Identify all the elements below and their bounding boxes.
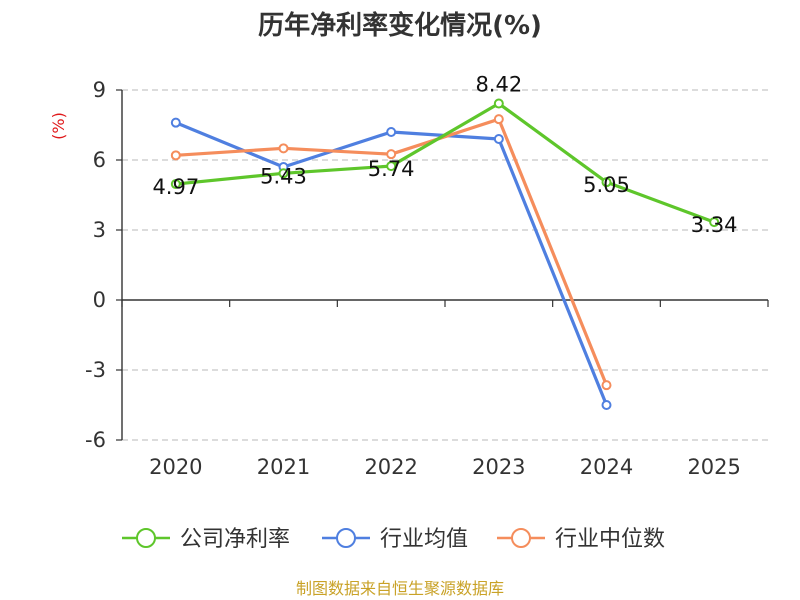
x-tick-label: 2023 [472, 455, 525, 479]
data-point [278, 168, 289, 179]
chart-title: 历年净利率变化情况(%) [258, 10, 542, 41]
data-point [170, 117, 181, 128]
series-company [170, 98, 720, 228]
grid-lines [122, 89, 768, 441]
legend-marker [336, 528, 356, 548]
data-labels: 4.97 5.43 5.74 8.42 5.05 3.34 [152, 73, 737, 238]
y-tick-label: 0 [93, 288, 106, 312]
legend-marker [136, 528, 156, 548]
legend-marker [511, 528, 531, 548]
legend-item-industry_median[interactable]: 行业中位数 [497, 527, 665, 552]
data-point [493, 98, 504, 109]
data-label: 3.34 [691, 213, 738, 237]
legend-item-industry_avg[interactable]: 行业均值 [322, 527, 468, 552]
data-label: 5.43 [260, 164, 307, 188]
series-industry_median [170, 114, 612, 391]
data-label: 5.05 [583, 173, 630, 197]
data-point [386, 149, 397, 160]
axes: 9 6 3 0 -3 -6 2020 2021 2022 2023 2024 2025 [85, 78, 769, 479]
legend-label: 行业中位数 [555, 527, 665, 552]
y-tick-label: -3 [85, 358, 106, 382]
data-point [493, 134, 504, 144]
data-point [601, 380, 612, 391]
y-tick-label: 3 [93, 218, 106, 242]
data-point [170, 179, 181, 190]
x-tick-label: 2024 [580, 455, 633, 479]
x-tick-label: 2022 [364, 455, 417, 479]
data-point [278, 143, 289, 154]
legend-item-company[interactable]: 公司净利率 [122, 527, 290, 552]
series-group [170, 98, 720, 410]
source-note: 制图数据来自恒生聚源数据库 [296, 579, 504, 598]
legend-label: 行业均值 [380, 527, 468, 552]
legend[interactable]: 公司净利率 行业均值 行业中位数 [122, 527, 665, 552]
data-point [601, 400, 612, 410]
x-tick-label: 2021 [257, 455, 310, 479]
x-tick-label: 2025 [687, 455, 740, 479]
y-tick-label: -6 [85, 428, 106, 452]
y-axis-label: (%) [49, 112, 68, 140]
data-point [493, 114, 504, 125]
data-label: 5.74 [368, 157, 415, 181]
data-point [386, 127, 397, 137]
data-point [170, 150, 181, 161]
data-point [709, 217, 720, 228]
y-tick-label: 6 [93, 148, 106, 172]
data-label: 4.97 [152, 175, 199, 199]
y-tick-label: 9 [93, 78, 106, 102]
data-label: 8.42 [475, 73, 522, 97]
data-point [386, 161, 397, 172]
legend-label: 公司净利率 [180, 527, 290, 552]
data-point [601, 177, 612, 188]
x-tick-label: 2020 [149, 455, 202, 479]
series-line [175, 101, 715, 224]
